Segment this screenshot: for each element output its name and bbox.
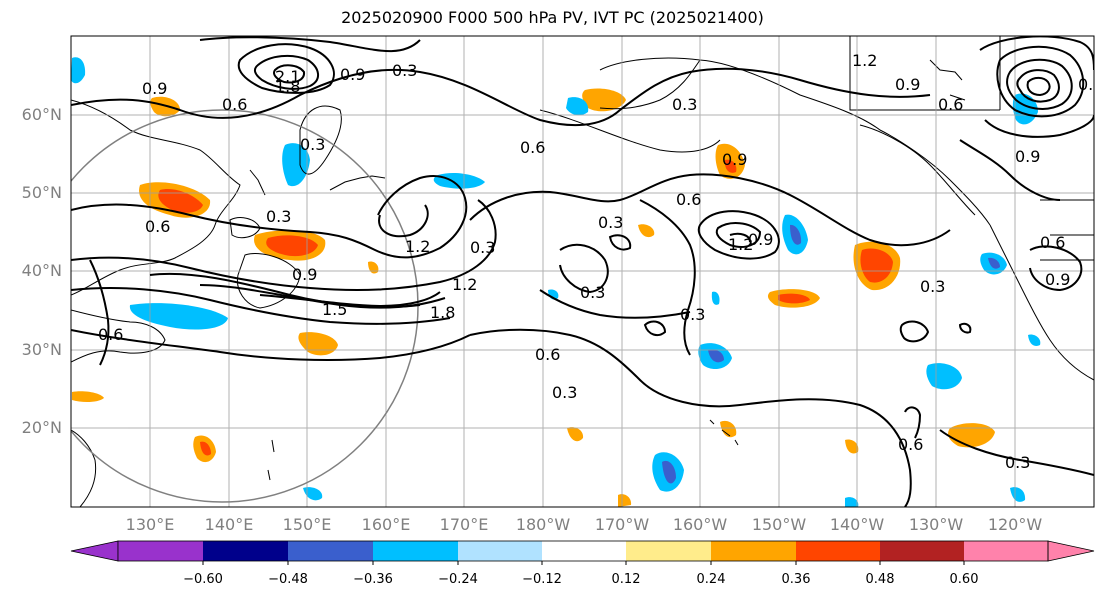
colorbar-tick-label: 0.48 [865,572,895,587]
contour-label: 2.1 [275,67,300,86]
lon-label: 160°E [361,515,411,534]
contour-label: 0.3 [680,305,705,324]
contour-label: 0.6 [1040,233,1065,252]
colorbar-tick-label: 0.12 [611,572,641,587]
colorbar-extend-low [70,540,119,562]
contour-label: 0.9 [748,230,773,249]
colorbar-tick-label: 0.36 [781,572,811,587]
lon-label: 180°W [515,515,571,534]
lon-label: 120°W [987,515,1043,534]
lon-label: 140°E [204,515,254,534]
colorbar-segment [118,541,203,561]
contour-label: 1.2 [852,51,877,70]
lat-label: 20°N [21,418,62,437]
lon-label: 140°W [829,515,885,534]
colorbar-segment [203,541,288,561]
contour-label: 1.8 [430,303,455,322]
contour-label: 0.3 [580,283,605,302]
colorbar-tick-label: −0.48 [268,572,308,587]
coastlines [71,36,1094,507]
contour-label: 0.3 [392,61,417,80]
contour-label: 0.9 [142,79,167,98]
map-frame [70,35,1095,508]
graticule [71,36,1094,507]
contour-label: 0.9 [1015,147,1040,166]
contour-label: 0.6 [535,345,560,364]
lon-label: 150°W [751,515,807,534]
colorbar-tick-label: 0.60 [949,572,979,587]
colorbar-segment [542,541,626,561]
colorbar-extend-high [1047,540,1095,562]
contour-label: 1.8 [275,77,300,96]
colorbar-tick-label: 0.24 [696,572,726,587]
map-title: 2025020900 F000 500 hPa PV, IVT PC (2025… [341,8,764,27]
colorbar-tick-label: −0.24 [438,572,478,587]
lon-label: 170°E [439,515,489,534]
contour-label: 0.6 [520,138,545,157]
colorbar-segment [711,541,796,561]
contour-label: 0.6 [676,190,701,209]
contour-labels: 0.9 0.6 2.1 1.8 0.9 0.3 0.3 0.6 0.3 0.9 … [98,51,1103,472]
lat-label: 30°N [21,340,62,359]
contour-label: 0.3 [598,213,623,232]
contour-label: 0.3 [470,238,495,257]
colorbar-segment [626,541,711,561]
colorbar-segment [373,541,458,561]
contour-label: 0.3 [1005,453,1030,472]
contour-label: 0.9 [1045,270,1070,289]
contour-label: 0.3 [552,383,577,402]
contour-label: 0.3 [672,95,697,114]
lon-label: 160°W [672,515,728,534]
contour-label: 0.3 [266,207,291,226]
contour-label: 0.6 [898,435,923,454]
colorbar-tick-label: −0.36 [353,572,393,587]
contour-label: 0.9 [895,75,920,94]
contour-label: 1.5 [322,300,347,319]
contour-label: 0.9 [292,265,317,284]
contour-label: 1.2 [405,237,430,256]
contour-label: 0.3 [300,135,325,154]
contour-label: 0.6 [222,95,247,114]
contour-label: 0.9 [340,65,365,84]
colorbar-segment [458,541,542,561]
contour-label: 0.6 [98,325,123,344]
colorbar-tick-label: −0.12 [522,572,562,587]
colorbar-segment [880,541,964,561]
contour-label: 0.9 [722,150,747,169]
colorbar-segment [964,541,1048,561]
lon-label: 130°W [908,515,964,534]
pv-contours [71,36,1094,507]
lon-label: 170°W [594,515,650,534]
lat-label: 60°N [21,105,62,124]
contour-label: 1.2 [728,235,753,254]
colorbar-segment [288,541,373,561]
contour-label: 0.6 [938,95,963,114]
lon-label: 130°E [125,515,175,534]
contour-label: 1.2 [452,275,477,294]
colorbar-segment [796,541,880,561]
contour-label: 0.3 [920,277,945,296]
colorbar-tick-label: −0.60 [183,572,223,587]
contour-label: 0.6 [145,217,170,236]
contour-label: 0.9 [1078,75,1103,94]
lat-label: 50°N [21,183,62,202]
lon-label: 150°E [282,515,332,534]
colorbar [70,540,1095,565]
lat-label: 40°N [21,261,62,280]
